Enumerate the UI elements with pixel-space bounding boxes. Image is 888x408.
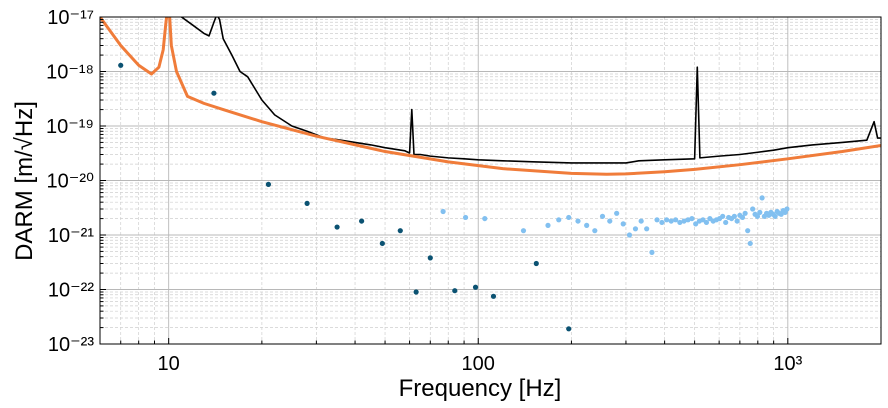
x-tick-label: 10 (158, 353, 180, 375)
data-point-3-10 (599, 213, 606, 219)
data-point-3-2 (482, 215, 488, 222)
data-point-3-3 (520, 228, 527, 234)
y-tick-label: 10⁻¹⁸ (46, 62, 94, 84)
data-point-3-45 (745, 228, 751, 234)
data-point-3-19 (654, 217, 660, 223)
y-axis-ticks: 10⁻¹⁷ 10⁻¹⁸ 10⁻¹⁹ 10⁻²⁰ 10⁻²¹ 10⁻²² 10⁻²³ (46, 7, 106, 356)
data-point-3-1 (462, 214, 469, 221)
data-point-2-12 (490, 293, 497, 299)
data-point-2-1 (211, 90, 217, 96)
data-point-3-46 (747, 240, 753, 247)
data-point-3-57 (772, 213, 778, 219)
y-tick-label: 10⁻²¹ (48, 225, 94, 247)
data-point-2-14 (566, 326, 572, 332)
data-point-3-6 (566, 214, 572, 221)
data-point-2-8 (427, 255, 433, 261)
data-point-3-9 (592, 228, 598, 234)
data-point-3-37 (723, 219, 729, 226)
data-point-3-43 (739, 214, 746, 221)
x-axis-ticks: 10 100 10³ (99, 338, 882, 375)
data-point-3-21 (664, 217, 670, 223)
data-point-3-23 (672, 217, 679, 223)
data-point-3-11 (607, 218, 613, 224)
data-point-3-14 (626, 232, 633, 238)
series-line-0 (180, 17, 881, 164)
data-point-2-9 (413, 289, 419, 295)
y-tick-label: 10⁻²⁰ (47, 171, 94, 193)
x-tick-label: 100 (462, 353, 495, 375)
y-tick-label: 10⁻¹⁹ (46, 116, 94, 138)
data-point-3-44 (742, 210, 748, 216)
data-point-3-12 (614, 210, 620, 216)
data-point-3-41 (734, 218, 740, 224)
data-point-2-10 (452, 288, 458, 294)
data-point-3-17 (644, 226, 650, 232)
data-point-3-27 (689, 215, 695, 222)
data-point-3-24 (677, 219, 683, 226)
data-point-3-47 (750, 206, 756, 212)
data-point-3-5 (556, 217, 562, 223)
x-tick-label: 10³ (773, 353, 802, 375)
data-point-3-13 (620, 221, 626, 227)
data-point-3-22 (668, 218, 674, 224)
data-point-3-8 (584, 222, 590, 228)
data-point-3-63 (784, 206, 790, 212)
data-point-2-13 (533, 260, 539, 267)
data-point-2-0 (118, 62, 124, 68)
data-point-2-3 (304, 200, 310, 206)
data-point-2-5 (359, 218, 365, 224)
y-tick-label: 10⁻²³ (48, 334, 94, 356)
data-point-3-28 (693, 221, 699, 227)
data-point-3-40 (731, 213, 737, 219)
y-axis-label: DARM [m/√Hz] (11, 101, 38, 261)
data-point-3-25 (681, 218, 687, 224)
data-point-2-11 (472, 284, 479, 290)
data-point-3-31 (703, 219, 710, 226)
data-point-3-4 (545, 222, 551, 228)
data-point-3-50 (757, 209, 763, 215)
data-point-3-20 (659, 219, 665, 226)
data-point-3-36 (720, 213, 726, 219)
data-point-2-4 (334, 224, 340, 230)
data-point-3-51 (759, 195, 765, 201)
data-point-3-26 (685, 217, 691, 223)
data-point-2-6 (379, 240, 385, 247)
data-point-3-16 (638, 218, 644, 224)
x-axis-label: Frequency [Hz] (399, 375, 562, 402)
data-point-3-7 (575, 218, 581, 224)
data-point-3-15 (632, 226, 639, 232)
series-line-1 (100, 17, 881, 176)
data-point-2-7 (397, 228, 403, 234)
y-tick-label: 10⁻²² (48, 280, 94, 302)
data-point-2-2 (265, 181, 272, 187)
data-point-3-49 (754, 213, 761, 219)
data-point-3-18 (649, 249, 655, 255)
data-point-3-0 (440, 208, 446, 215)
y-tick-label: 10⁻¹⁷ (47, 7, 94, 29)
